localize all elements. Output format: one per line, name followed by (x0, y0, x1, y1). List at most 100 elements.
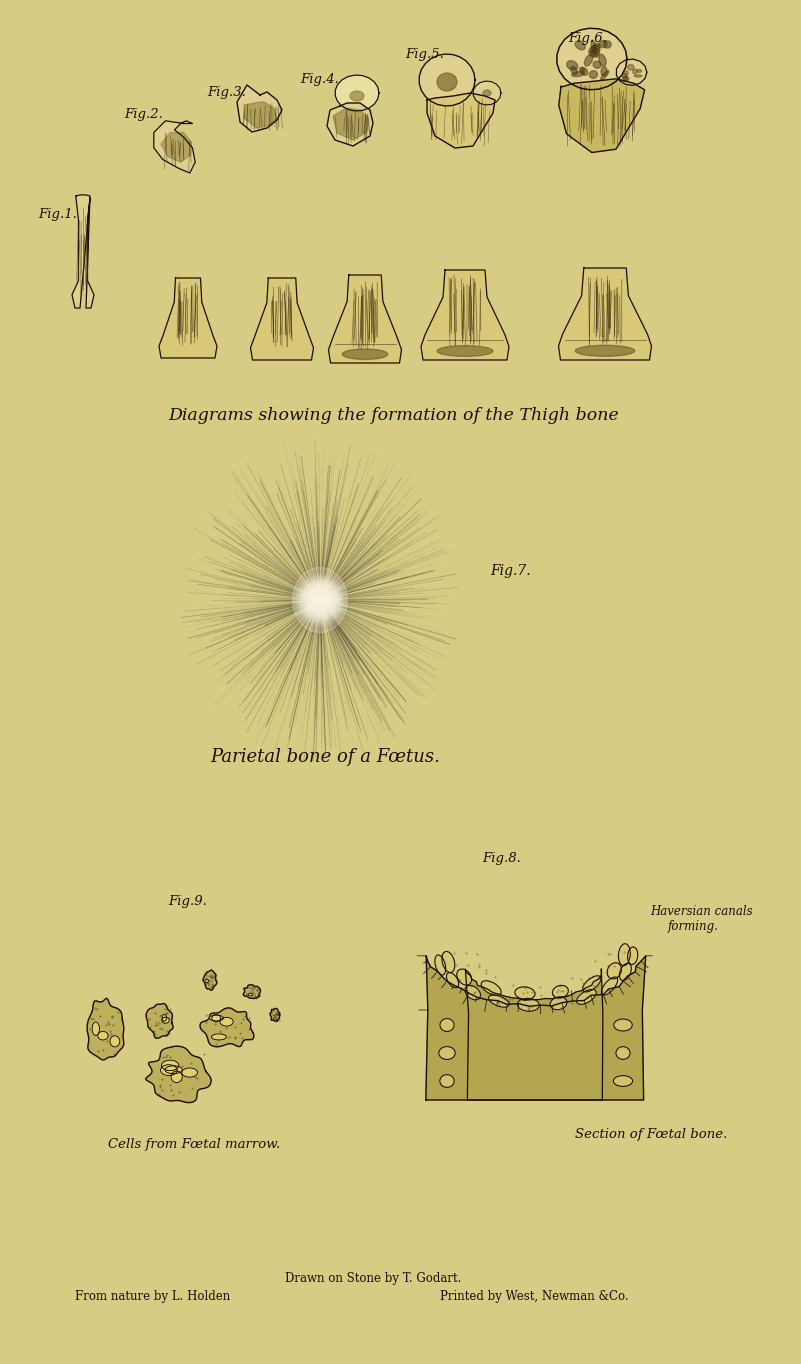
Ellipse shape (601, 71, 609, 80)
Ellipse shape (162, 1060, 179, 1071)
Ellipse shape (165, 1065, 182, 1073)
Circle shape (294, 574, 346, 626)
Ellipse shape (602, 977, 618, 996)
Ellipse shape (604, 41, 611, 48)
Ellipse shape (437, 345, 493, 356)
Ellipse shape (566, 60, 578, 70)
Circle shape (315, 595, 325, 606)
Circle shape (313, 593, 327, 607)
Ellipse shape (209, 1015, 223, 1020)
Polygon shape (251, 278, 313, 360)
Ellipse shape (440, 1075, 454, 1087)
Ellipse shape (160, 1065, 177, 1076)
Polygon shape (558, 267, 651, 360)
Polygon shape (333, 108, 368, 140)
Ellipse shape (585, 55, 593, 65)
Polygon shape (336, 75, 379, 110)
Ellipse shape (481, 981, 501, 996)
Ellipse shape (162, 1018, 169, 1023)
Text: Haversian canals: Haversian canals (650, 904, 753, 918)
Ellipse shape (619, 963, 631, 981)
Polygon shape (146, 1046, 211, 1102)
Text: Section of Fœtal bone.: Section of Fœtal bone. (575, 1128, 727, 1142)
Ellipse shape (182, 1068, 198, 1078)
Circle shape (298, 578, 342, 622)
Circle shape (316, 596, 324, 604)
Ellipse shape (171, 1071, 183, 1083)
Circle shape (304, 584, 336, 617)
Text: Fig.7.: Fig.7. (490, 563, 530, 578)
Text: forming.: forming. (668, 919, 718, 933)
Ellipse shape (622, 76, 629, 82)
Ellipse shape (593, 61, 601, 68)
Polygon shape (421, 270, 509, 360)
Text: Fig.8.: Fig.8. (482, 852, 521, 865)
Polygon shape (473, 80, 501, 105)
Ellipse shape (591, 40, 596, 52)
Ellipse shape (550, 997, 567, 1009)
Circle shape (314, 593, 326, 606)
Text: Cells from Fœtal marrow.: Cells from Fœtal marrow. (108, 1138, 280, 1151)
Circle shape (318, 597, 322, 602)
Ellipse shape (580, 67, 585, 74)
Text: From nature by L. Holden: From nature by L. Holden (75, 1290, 230, 1303)
Ellipse shape (437, 74, 457, 91)
Ellipse shape (92, 1022, 99, 1035)
Ellipse shape (607, 963, 622, 979)
Circle shape (319, 599, 321, 602)
Ellipse shape (634, 75, 642, 78)
Ellipse shape (601, 67, 607, 76)
Ellipse shape (220, 1018, 233, 1026)
Polygon shape (328, 276, 401, 363)
Polygon shape (617, 59, 646, 86)
Ellipse shape (590, 71, 598, 78)
Ellipse shape (205, 979, 208, 982)
Ellipse shape (571, 67, 578, 75)
Ellipse shape (627, 64, 634, 70)
Ellipse shape (442, 952, 455, 973)
Ellipse shape (625, 71, 628, 75)
Text: Parietal bone of a Fœtus.: Parietal bone of a Fœtus. (210, 747, 440, 767)
Polygon shape (154, 121, 195, 173)
Polygon shape (427, 93, 495, 149)
Ellipse shape (110, 1035, 119, 1048)
Ellipse shape (517, 998, 539, 1011)
Polygon shape (159, 278, 217, 357)
Ellipse shape (599, 41, 607, 48)
Ellipse shape (581, 68, 588, 75)
Ellipse shape (591, 45, 600, 53)
Ellipse shape (624, 76, 628, 80)
Ellipse shape (248, 993, 252, 996)
Circle shape (301, 581, 339, 619)
Circle shape (299, 578, 341, 621)
Ellipse shape (616, 1046, 630, 1060)
Polygon shape (559, 79, 645, 153)
Ellipse shape (292, 567, 348, 633)
Polygon shape (244, 102, 277, 128)
Ellipse shape (439, 1046, 455, 1060)
Polygon shape (270, 1008, 280, 1022)
Ellipse shape (638, 70, 642, 72)
Ellipse shape (98, 1031, 108, 1039)
Circle shape (309, 589, 331, 611)
Ellipse shape (572, 71, 585, 76)
Ellipse shape (440, 1019, 454, 1031)
Text: Printed by West, Newman &Co.: Printed by West, Newman &Co. (440, 1290, 629, 1303)
Ellipse shape (575, 41, 586, 50)
Text: Fig.9.: Fig.9. (168, 895, 207, 908)
Ellipse shape (618, 944, 630, 966)
Text: Fig.5.: Fig.5. (405, 48, 444, 61)
Text: Fig.6.: Fig.6. (568, 31, 607, 45)
Circle shape (312, 592, 328, 608)
Text: Fig.3.: Fig.3. (207, 86, 246, 100)
Circle shape (308, 588, 332, 612)
Polygon shape (419, 55, 475, 106)
Circle shape (317, 597, 323, 603)
Ellipse shape (614, 1076, 633, 1086)
Ellipse shape (489, 994, 509, 1007)
Ellipse shape (212, 1015, 220, 1022)
Ellipse shape (614, 1019, 632, 1031)
Circle shape (305, 585, 335, 615)
Ellipse shape (483, 90, 491, 95)
Ellipse shape (582, 975, 601, 992)
